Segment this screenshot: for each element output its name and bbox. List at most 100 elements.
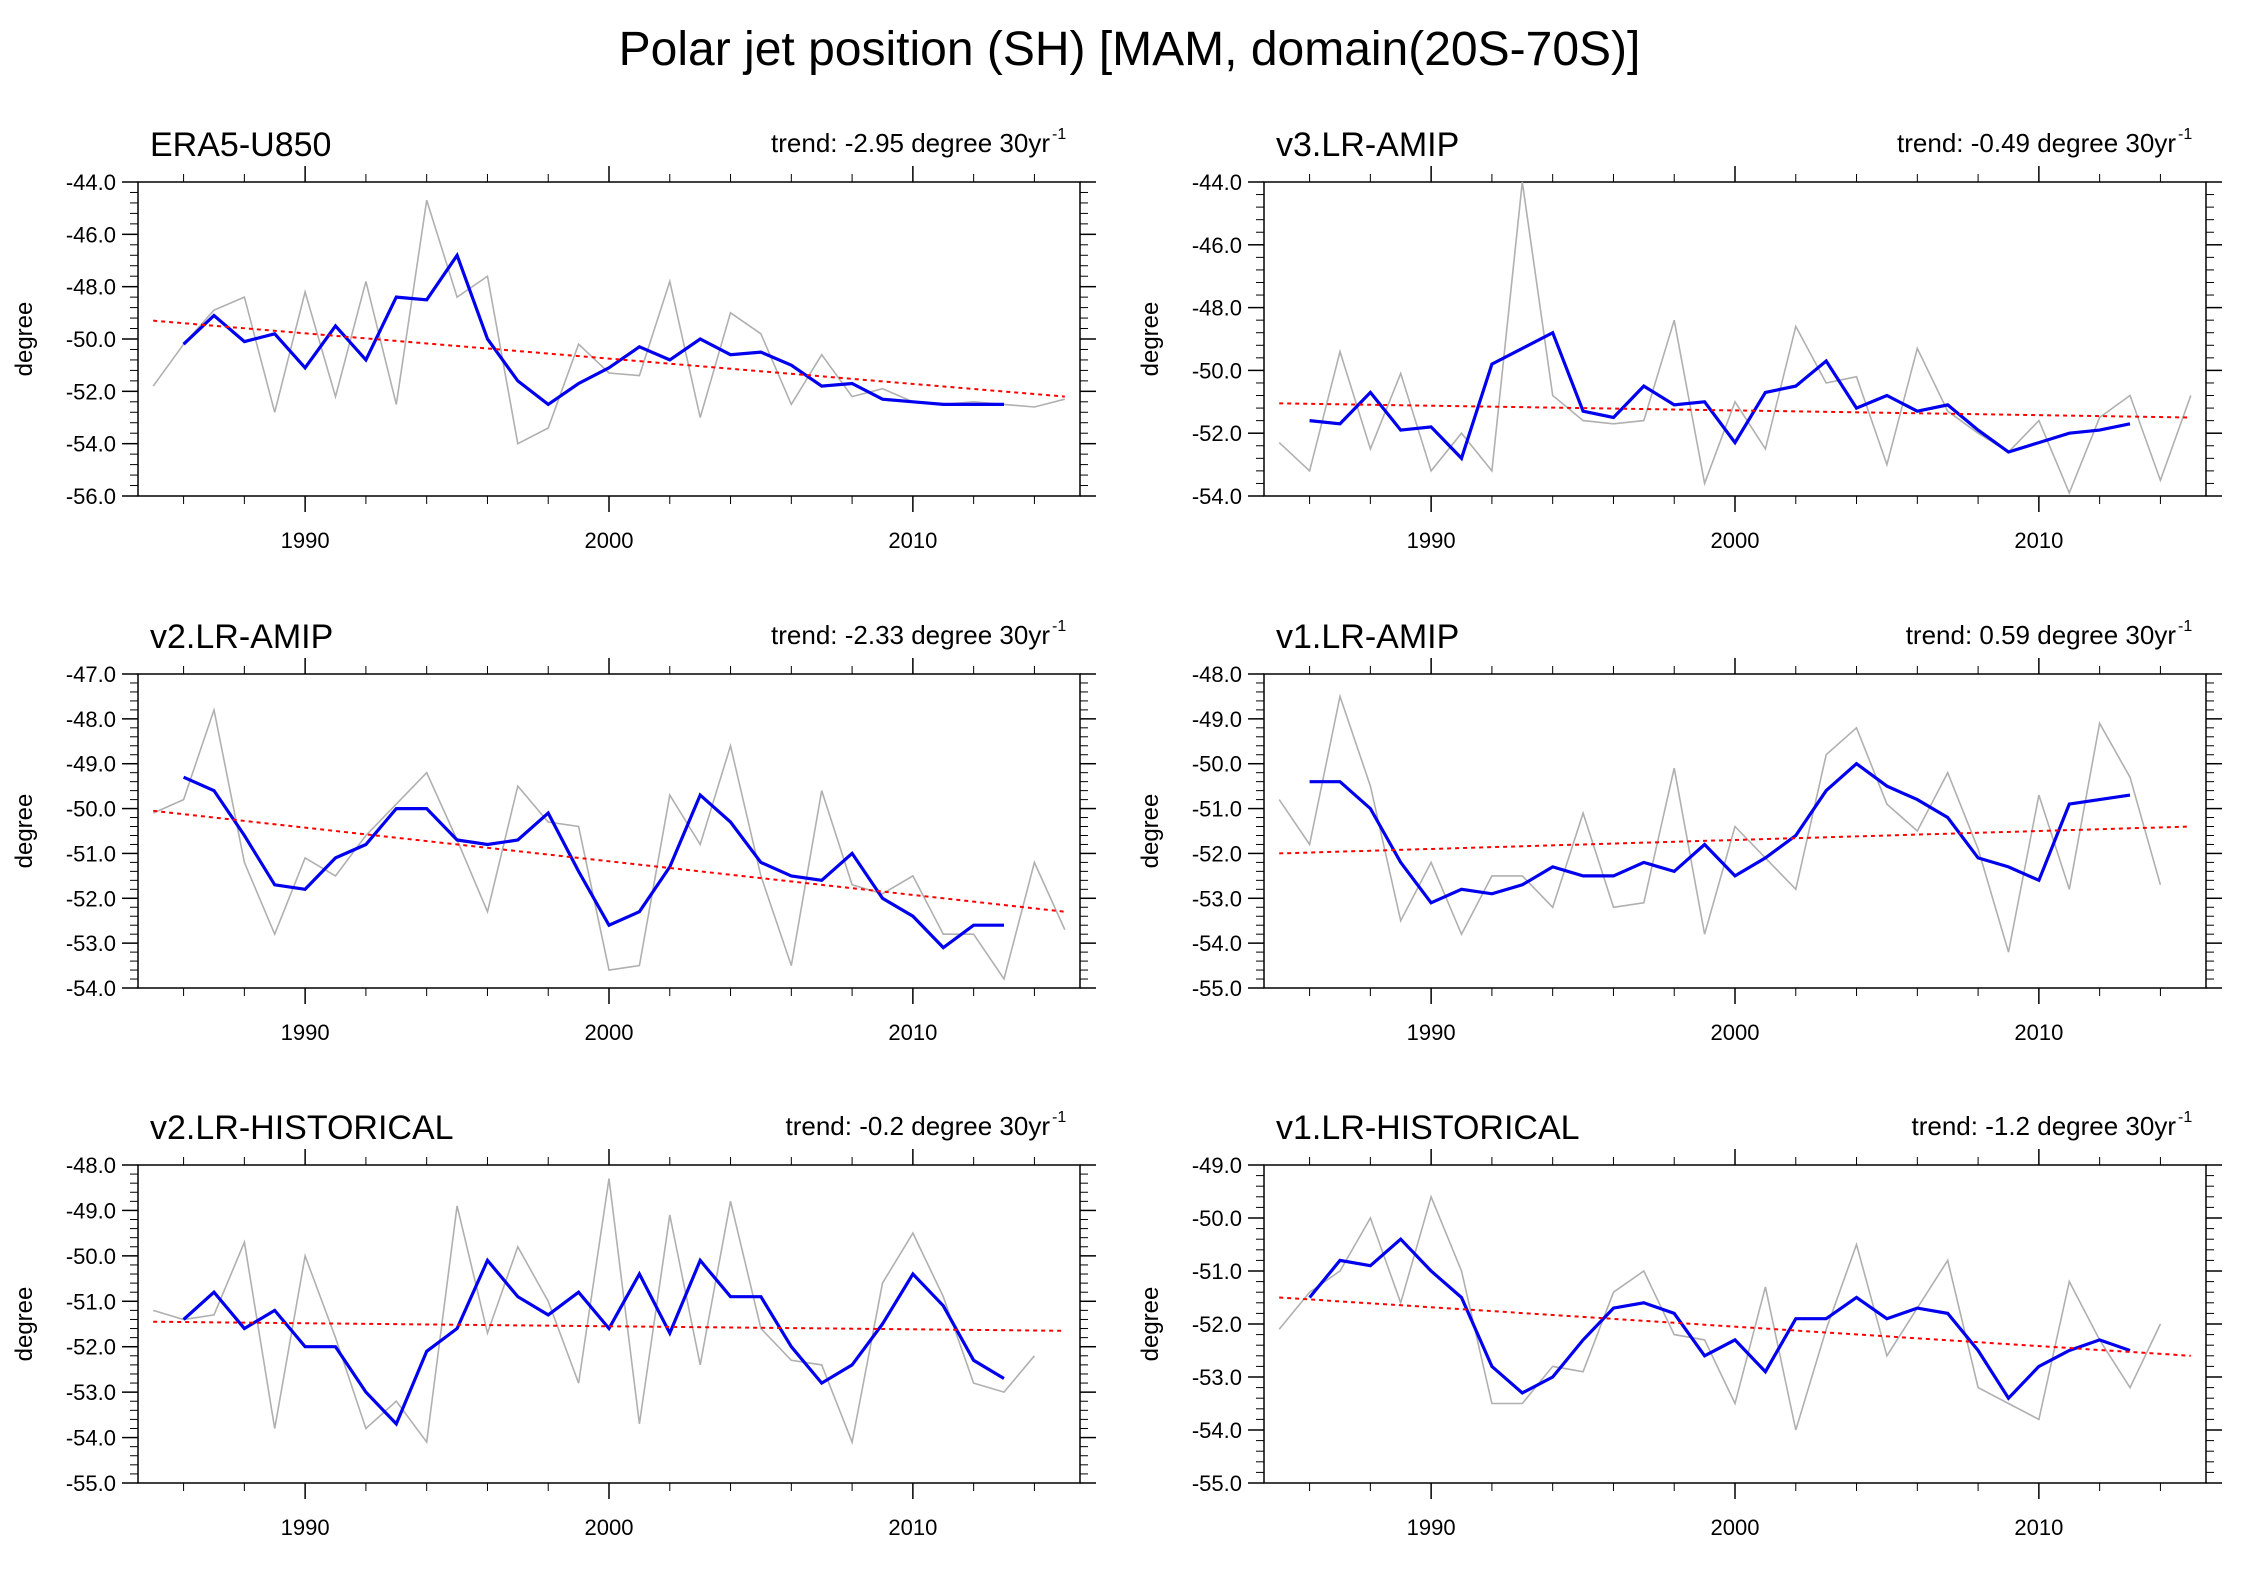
- running-mean-line: [1309, 330, 2131, 462]
- plot-frame: [1263, 181, 2207, 497]
- y-tick-label: -51.0: [1192, 797, 1242, 822]
- y-tick-label: -50.0: [66, 1244, 116, 1269]
- trend-label: trend: -1.2 degree 30yr: [1912, 1111, 2177, 1141]
- running-mean-line: [1308, 1236, 2131, 1401]
- y-tick-label: -52.0: [1192, 421, 1242, 446]
- chart-panel: ERA5-U850 trend: -2.95 degree 30yr -1 degre…: [11, 126, 1096, 553]
- annual-series-line: [152, 1178, 1036, 1445]
- y-tick-label: -54.0: [66, 1426, 116, 1451]
- x-tick-label: 2000: [1711, 1020, 1760, 1045]
- y-tick-label: -52.0: [66, 1335, 116, 1360]
- y-tick-label: -50.0: [1192, 358, 1242, 383]
- trend-unit-exponent: -1: [1052, 1109, 1066, 1126]
- plot-frame: [137, 1164, 1081, 1484]
- trend-label: trend: -2.95 degree 30yr: [771, 128, 1050, 158]
- x-tick-label: 1990: [281, 528, 330, 553]
- x-tick-label: 2010: [888, 1020, 937, 1045]
- running-mean-line: [182, 1257, 1005, 1427]
- trend-label: trend: -0.2 degree 30yr: [786, 1111, 1051, 1141]
- y-tick-label: -52.0: [66, 379, 116, 404]
- y-tick-label: -44.0: [66, 170, 116, 195]
- y-axis-label: degree: [11, 1287, 38, 1362]
- y-tick-label: -50.0: [1192, 752, 1242, 777]
- y-tick-label: -55.0: [1192, 976, 1242, 1001]
- y-tick-label: -52.0: [1192, 841, 1242, 866]
- x-tick-label: 1990: [1407, 1020, 1456, 1045]
- y-tick-label: -49.0: [1192, 707, 1242, 732]
- trend-unit-exponent: -1: [1052, 126, 1066, 143]
- y-axis-label: degree: [1137, 302, 1164, 377]
- y-tick-label: -55.0: [66, 1471, 116, 1496]
- trend-unit-exponent: -1: [2178, 1109, 2192, 1126]
- x-tick-label: 2010: [888, 1515, 937, 1540]
- x-tick-label: 2000: [585, 1020, 634, 1045]
- panel-title: v2.LR-AMIP: [150, 618, 333, 656]
- x-tick-label: 2010: [888, 528, 937, 553]
- trend-unit-exponent: -1: [1052, 618, 1066, 635]
- trend-line: [1279, 1296, 2191, 1357]
- chart-panel: v2.LR-AMIP trend: -2.33 degree 30yr -1 degr…: [11, 618, 1096, 1045]
- trend-label: trend: -2.33 degree 30yr: [771, 620, 1050, 650]
- y-tick-label: -51.0: [66, 841, 116, 866]
- trend-unit-exponent: -1: [2178, 618, 2192, 635]
- plot-frame: [1263, 1164, 2207, 1484]
- y-tick-label: -48.0: [66, 707, 116, 732]
- x-tick-label: 1990: [281, 1515, 330, 1540]
- panel-title: v3.LR-AMIP: [1276, 126, 1459, 164]
- x-tick-label: 1990: [281, 1020, 330, 1045]
- x-tick-label: 2010: [2014, 1020, 2063, 1045]
- y-tick-label: -48.0: [66, 275, 116, 300]
- annual-series-line: [1278, 693, 2162, 953]
- chart-panel: v1.LR-HISTORICAL trend: -1.2 degree 30yr -…: [1137, 1109, 2222, 1540]
- x-tick-label: 2000: [1711, 1515, 1760, 1540]
- trend-line: [1279, 825, 2191, 855]
- running-mean-line: [182, 775, 1004, 950]
- y-tick-label: -49.0: [66, 1198, 116, 1223]
- trend-unit-exponent: -1: [2178, 126, 2192, 143]
- y-tick-label: -53.0: [66, 1380, 116, 1405]
- trend-line: [153, 809, 1065, 913]
- x-tick-label: 1990: [1407, 528, 1456, 553]
- y-tick-label: -54.0: [66, 976, 116, 1001]
- x-tick-label: 2000: [585, 1515, 634, 1540]
- y-tick-label: -54.0: [1192, 1418, 1242, 1443]
- panel-title: ERA5-U850: [150, 126, 331, 164]
- panel-title: v2.LR-HISTORICAL: [150, 1109, 454, 1147]
- figure-title: Polar jet position (SH) [MAM, domain(20S…: [618, 23, 1641, 76]
- annual-series-line: [152, 200, 1065, 445]
- trend-line: [1279, 402, 2191, 419]
- y-axis-label: degree: [1137, 1287, 1164, 1362]
- y-axis-label: degree: [11, 794, 38, 869]
- y-tick-label: -48.0: [1192, 296, 1242, 321]
- annual-series-line: [1278, 181, 2192, 496]
- x-tick-label: 2000: [585, 528, 634, 553]
- y-tick-label: -54.0: [1192, 484, 1242, 509]
- y-axis-label: degree: [1137, 794, 1164, 869]
- annual-series-line: [152, 706, 1066, 981]
- y-tick-label: -46.0: [66, 222, 116, 247]
- y-tick-label: -51.0: [1192, 1259, 1242, 1284]
- annual-series-line: [1278, 1194, 2162, 1431]
- chart-panel: v1.LR-AMIP trend: 0.59 degree 30yr -1 degre…: [1137, 618, 2222, 1045]
- panel-title: v1.LR-HISTORICAL: [1276, 1109, 1580, 1147]
- y-tick-label: -49.0: [1192, 1153, 1242, 1178]
- y-tick-label: -50.0: [66, 797, 116, 822]
- y-tick-label: -44.0: [1192, 170, 1242, 195]
- y-tick-label: -52.0: [66, 886, 116, 911]
- chart-panel: v2.LR-HISTORICAL trend: -0.2 degree 30yr -…: [11, 1109, 1096, 1540]
- y-tick-label: -46.0: [1192, 233, 1242, 258]
- y-tick-label: -51.0: [66, 1289, 116, 1314]
- x-tick-label: 1990: [1407, 1515, 1456, 1540]
- y-tick-label: -54.0: [66, 432, 116, 457]
- y-tick-label: -53.0: [1192, 886, 1242, 911]
- y-axis-label: degree: [11, 302, 38, 377]
- y-tick-label: -48.0: [66, 1153, 116, 1178]
- running-mean-line: [182, 251, 1004, 407]
- panel-title: v1.LR-AMIP: [1276, 618, 1459, 656]
- running-mean-line: [1309, 761, 2131, 905]
- x-tick-label: 2000: [1711, 528, 1760, 553]
- y-tick-label: -48.0: [1192, 662, 1242, 687]
- y-tick-label: -50.0: [66, 327, 116, 352]
- y-tick-label: -50.0: [1192, 1206, 1242, 1231]
